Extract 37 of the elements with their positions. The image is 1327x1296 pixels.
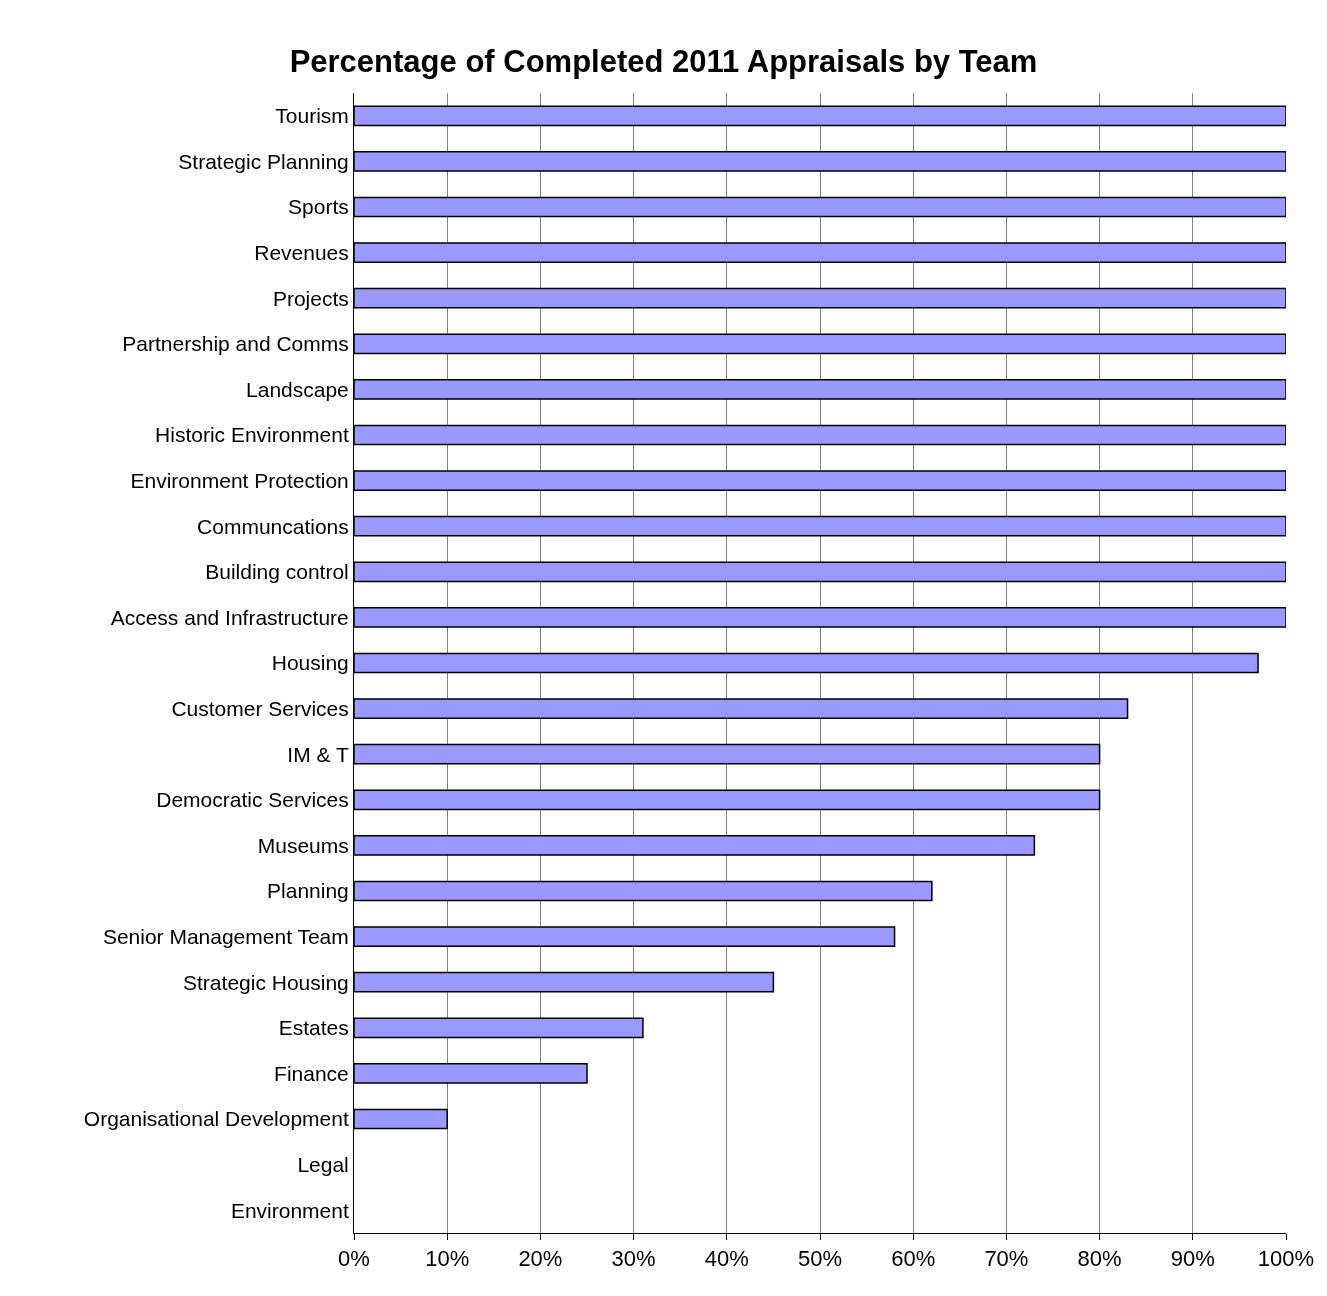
x-tick-label: 100% [1257,1246,1315,1272]
chart-title: Percentage of Completed 2011 Appraisals by Team [289,43,1038,79]
y-tick-label: Sports [288,195,349,219]
y-tick-label: Building control [205,560,349,584]
y-tick-label: Environment Protection [130,468,349,492]
y-tick-label: Organisational Development [83,1107,349,1131]
y-tick-label: Tourism [275,104,349,128]
x-tick-label: 60% [891,1246,936,1272]
y-tick-label: Finance [274,1061,349,1085]
x-tick-label: 70% [984,1246,1029,1272]
y-tick-label: Customer Services [171,696,349,720]
y-tick-label: Historic Environment [155,423,349,447]
y-tick-label: Communcations [197,514,349,538]
y-tick-label: Legal [297,1152,349,1176]
y-tick-label: Senior Management Team [102,924,349,948]
x-tick-label: 30% [611,1246,656,1272]
y-tick-label: Planning [267,879,349,903]
y-tick-label: IM & T [287,742,349,766]
y-tick-label: Housing [271,651,349,675]
y-tick-label: Democratic Services [156,788,349,812]
y-tick-label: Access and Infrastructure [110,605,349,629]
x-tick-label: 80% [1077,1246,1122,1272]
y-tick-label: Museums [257,833,349,857]
x-tick-label: 90% [1170,1246,1215,1272]
y-tick-label: Landscape [246,377,349,401]
y-tick-label: Estates [278,1016,349,1040]
y-tick-label: Environment [230,1198,349,1222]
y-tick-label: Strategic Housing [183,970,349,994]
y-tick-label: Partnership and Comms [122,332,349,356]
x-tick-label: 0% [338,1246,370,1272]
x-tick-label: 50% [797,1246,843,1272]
x-tick-label: 20% [518,1246,563,1272]
x-tick-label: 40% [704,1246,749,1272]
y-tick-label: Strategic Planning [178,149,349,173]
y-tick-label: Revenues [254,240,349,264]
x-tick-label: 10% [425,1246,470,1272]
y-tick-label: Projects [272,286,349,310]
